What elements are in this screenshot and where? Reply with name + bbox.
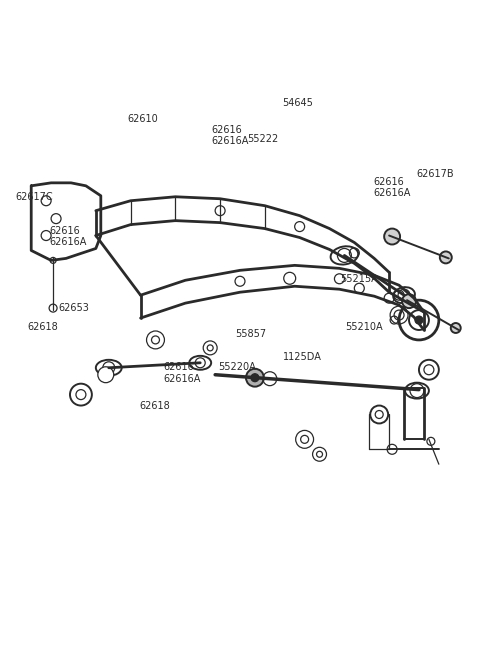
Text: 55215A: 55215A: [340, 274, 378, 284]
Circle shape: [440, 252, 452, 263]
Text: 62616
62616A: 62616 62616A: [373, 177, 411, 198]
Text: 62617B: 62617B: [417, 170, 454, 179]
Text: 54645: 54645: [282, 98, 312, 108]
Circle shape: [451, 323, 461, 333]
Circle shape: [251, 374, 259, 382]
Circle shape: [384, 229, 400, 244]
Text: 62618: 62618: [28, 322, 59, 333]
Circle shape: [402, 294, 416, 308]
Text: 62616
62616A: 62616 62616A: [164, 362, 201, 384]
Circle shape: [415, 316, 423, 324]
Text: 62618: 62618: [140, 401, 170, 411]
Text: 62653: 62653: [59, 303, 90, 313]
Text: 55222: 55222: [247, 134, 278, 143]
Text: 55220A: 55220A: [218, 362, 256, 371]
Text: 62616
62616A: 62616 62616A: [49, 225, 86, 247]
Text: 62610: 62610: [128, 114, 158, 124]
Text: 62616
62616A: 62616 62616A: [211, 124, 249, 146]
Circle shape: [98, 367, 114, 383]
Text: 1125DA: 1125DA: [283, 352, 322, 362]
Circle shape: [246, 369, 264, 386]
Text: 55857: 55857: [235, 329, 266, 339]
Text: 55210A: 55210A: [345, 322, 383, 333]
Text: 62617C: 62617C: [16, 193, 53, 202]
